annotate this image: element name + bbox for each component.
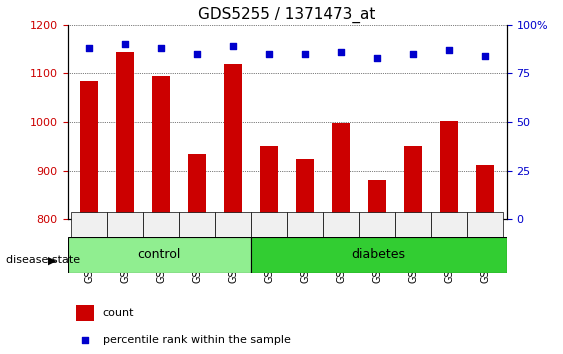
FancyBboxPatch shape <box>107 212 143 237</box>
Point <box>337 49 346 55</box>
FancyBboxPatch shape <box>179 212 215 237</box>
FancyBboxPatch shape <box>431 212 467 237</box>
Bar <box>440 121 458 219</box>
Text: ▶: ▶ <box>48 255 56 265</box>
FancyBboxPatch shape <box>395 212 431 237</box>
Bar <box>296 159 314 219</box>
Point <box>373 55 382 61</box>
FancyBboxPatch shape <box>68 237 251 273</box>
FancyBboxPatch shape <box>215 212 251 237</box>
Bar <box>332 123 350 219</box>
Point <box>193 51 202 57</box>
Point <box>481 53 490 59</box>
Bar <box>404 147 422 219</box>
Point <box>445 47 454 53</box>
Point <box>157 45 166 51</box>
FancyBboxPatch shape <box>143 212 179 237</box>
FancyBboxPatch shape <box>359 212 395 237</box>
FancyBboxPatch shape <box>251 212 287 237</box>
Bar <box>80 81 98 219</box>
Bar <box>476 165 494 219</box>
Point <box>120 41 129 47</box>
Text: diabetes: diabetes <box>352 249 405 261</box>
Point <box>229 44 238 49</box>
Point <box>84 45 93 51</box>
Text: control: control <box>137 249 181 261</box>
Text: count: count <box>102 308 134 318</box>
Bar <box>116 52 134 219</box>
Bar <box>188 154 206 219</box>
FancyBboxPatch shape <box>467 212 503 237</box>
Bar <box>152 76 170 219</box>
FancyBboxPatch shape <box>323 212 359 237</box>
Bar <box>368 179 386 219</box>
Bar <box>224 64 242 219</box>
Bar <box>260 147 278 219</box>
FancyBboxPatch shape <box>251 237 507 273</box>
Point <box>301 51 310 57</box>
Text: disease state: disease state <box>6 255 80 265</box>
Point <box>81 337 90 343</box>
FancyBboxPatch shape <box>287 212 323 237</box>
Bar <box>77 305 94 321</box>
Text: percentile rank within the sample: percentile rank within the sample <box>102 335 291 345</box>
Title: GDS5255 / 1371473_at: GDS5255 / 1371473_at <box>198 7 376 23</box>
Point <box>409 51 418 57</box>
FancyBboxPatch shape <box>71 212 107 237</box>
Point <box>265 51 274 57</box>
